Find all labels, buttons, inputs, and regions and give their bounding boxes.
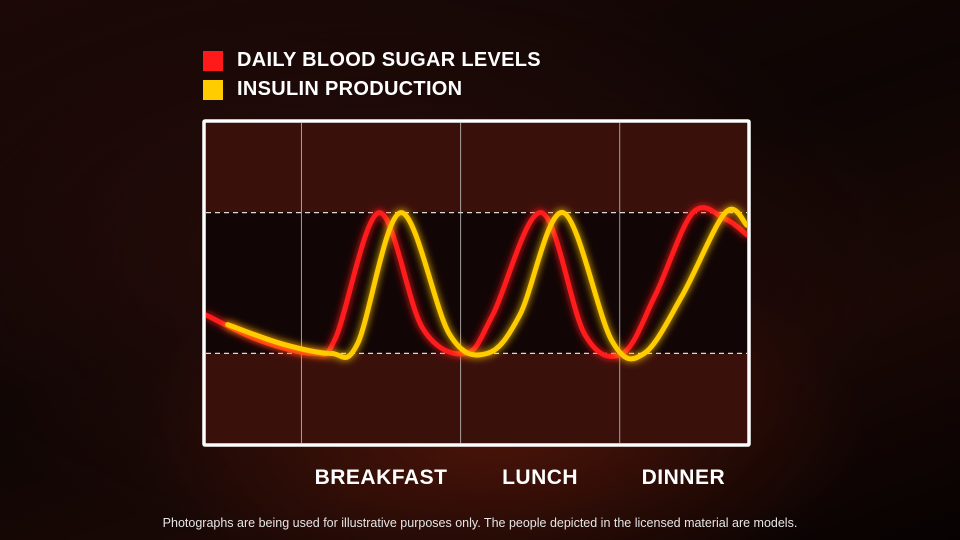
plot-frame <box>202 119 751 447</box>
chart-legend: DAILY BLOOD SUGAR LEVELS INSULIN PRODUCT… <box>203 46 541 104</box>
series-line-insulin-production <box>225 206 747 362</box>
x-label-lunch: LUNCH <box>502 466 579 489</box>
legend-item-blood-sugar: DAILY BLOOD SUGAR LEVELS <box>203 46 541 75</box>
legend-item-insulin: INSULIN PRODUCTION <box>203 75 541 104</box>
disclaimer-text: Photographs are being used for illustrat… <box>162 516 798 530</box>
legend-swatch-blood-sugar <box>203 50 223 71</box>
upper-band <box>206 123 747 213</box>
legend-swatch-insulin <box>203 79 223 100</box>
legend-label-blood-sugar: DAILY BLOOD SUGAR LEVELS <box>237 49 541 71</box>
meal-dividers <box>300 123 621 443</box>
series-layer <box>206 205 747 362</box>
lower-band <box>206 353 747 443</box>
x-label-dinner: DINNER <box>641 466 726 489</box>
legend-label-insulin: INSULIN PRODUCTION <box>237 78 463 100</box>
normal-range-band <box>206 212 747 354</box>
plot-background <box>206 123 747 443</box>
x-label-breakfast: BREAKFAST <box>314 466 448 489</box>
